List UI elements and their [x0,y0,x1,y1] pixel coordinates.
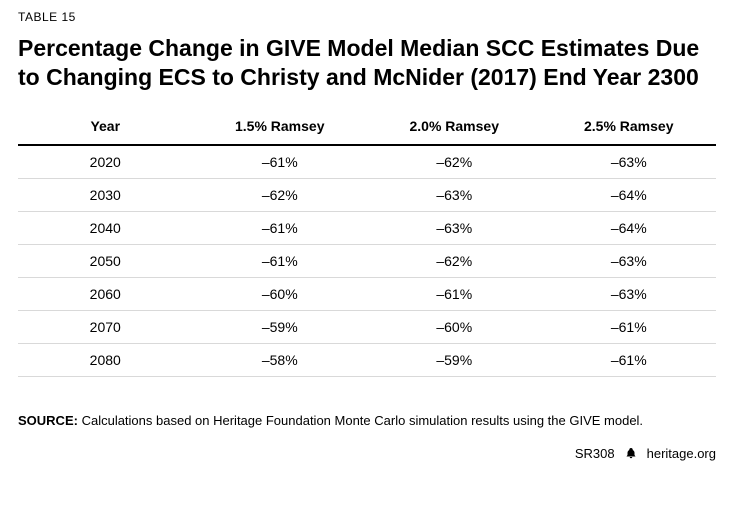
table-cell: 2020 [18,145,193,179]
table-cell: 2080 [18,343,193,376]
source-text: Calculations based on Heritage Foundatio… [82,413,643,428]
page-root: TABLE 15 Percentage Change in GIVE Model… [0,0,734,471]
table-row: 2020–61%–62%–63% [18,145,716,179]
table-cell: –63% [367,211,542,244]
table-cell: 2070 [18,310,193,343]
table-row: 2080–58%–59%–61% [18,343,716,376]
table-cell: –60% [367,310,542,343]
footer-sr-code: SR308 [575,446,615,461]
table-cell: –59% [367,343,542,376]
table-cell: 2060 [18,277,193,310]
page-title: Percentage Change in GIVE Model Median S… [18,34,716,92]
table-cell: –61% [193,244,368,277]
table-cell: –63% [542,277,717,310]
footer-site: heritage.org [647,446,716,461]
table-cell: –61% [367,277,542,310]
source-label: SOURCE: [18,413,78,428]
table-cell: –62% [193,178,368,211]
table-cell: 2050 [18,244,193,277]
table-row: 2040–61%–63%–64% [18,211,716,244]
table-cell: –63% [542,244,717,277]
table-cell: –59% [193,310,368,343]
table-cell: –61% [542,310,717,343]
table-cell: 2030 [18,178,193,211]
table-header-row: Year 1.5% Ramsey 2.0% Ramsey 2.5% Ramsey [18,110,716,145]
footer: SR308 heritage.org [18,446,716,461]
table-cell: –63% [542,145,717,179]
table-row: 2070–59%–60%–61% [18,310,716,343]
table-cell: –60% [193,277,368,310]
table-header-cell: 1.5% Ramsey [193,110,368,145]
table-cell: –61% [542,343,717,376]
bell-icon [625,446,637,460]
table-row: 2030–62%–63%–64% [18,178,716,211]
table-cell: –61% [193,145,368,179]
table-cell: 2040 [18,211,193,244]
table-number: TABLE 15 [18,10,716,24]
table-cell: –64% [542,178,717,211]
table-body: 2020–61%–62%–63%2030–62%–63%–64%2040–61%… [18,145,716,377]
table-cell: –64% [542,211,717,244]
table-cell: –61% [193,211,368,244]
table-cell: –58% [193,343,368,376]
table-row: 2050–61%–62%–63% [18,244,716,277]
table-header-cell: 2.5% Ramsey [542,110,717,145]
table-header-cell: Year [18,110,193,145]
data-table: Year 1.5% Ramsey 2.0% Ramsey 2.5% Ramsey… [18,110,716,377]
table-cell: –63% [367,178,542,211]
table-cell: –62% [367,145,542,179]
table-header-cell: 2.0% Ramsey [367,110,542,145]
table-row: 2060–60%–61%–63% [18,277,716,310]
source-line: SOURCE: Calculations based on Heritage F… [18,413,716,428]
table-cell: –62% [367,244,542,277]
